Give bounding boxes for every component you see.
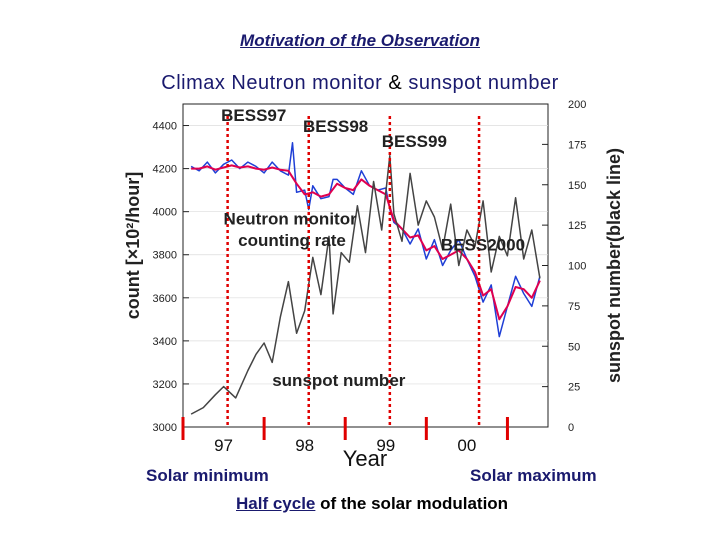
- left-tick-label: 3600: [153, 293, 177, 305]
- year-label: 99: [376, 436, 395, 455]
- neutron-series-line: [190, 142, 541, 338]
- year-label: 00: [457, 436, 476, 455]
- page-heading: Motivation of the Observation: [240, 31, 480, 50]
- sunspot-series-line: [190, 154, 541, 415]
- flight-label: BESS99: [382, 132, 447, 151]
- left-tick-label: 4400: [153, 121, 177, 133]
- flight-label: BESS98: [303, 117, 368, 136]
- year-label: 98: [295, 436, 314, 455]
- x-axis-title: Year: [343, 446, 387, 471]
- right-tick-label: 175: [568, 139, 586, 151]
- right-tick-label: 125: [568, 220, 586, 232]
- flight-label: BESS97: [221, 106, 286, 125]
- left-tick-label: 4000: [153, 207, 177, 219]
- flight-label: BESS2000: [441, 235, 525, 254]
- half-cycle-rest: of the solar modulation: [315, 494, 509, 513]
- left-tick-label: 4200: [153, 164, 177, 176]
- right-tick-label: 150: [568, 180, 586, 192]
- solar-maximum-label: Solar maximum: [470, 466, 597, 485]
- right-axis-title: sunspot number(black line): [604, 148, 624, 383]
- plot-frame: [182, 103, 549, 428]
- right-tick-label: 200: [568, 99, 586, 111]
- subtitle-amp: &: [388, 72, 403, 94]
- left-tick-label: 3000: [153, 422, 177, 434]
- right-tick-label: 0: [568, 422, 574, 434]
- subtitle-part-sunspot: sunspot number: [408, 72, 559, 94]
- right-tick-label: 100: [568, 261, 586, 273]
- neutron-smoothed-line: [191, 164, 541, 321]
- chart-subtitle: Climax Neutron monitor & sunspot number: [0, 72, 720, 95]
- left-tick-label: 3400: [153, 336, 177, 348]
- half-cycle-caption: Half cycle of the solar modulation: [236, 494, 508, 514]
- chart-annotation: sunspot number: [272, 371, 406, 390]
- year-label: 97: [214, 436, 233, 455]
- subtitle-part-neutron: Climax Neutron monitor: [161, 72, 383, 94]
- left-tick-label: 3200: [153, 379, 177, 391]
- left-tick-label: 3800: [153, 250, 177, 262]
- chart-annotation: counting rate: [238, 231, 346, 250]
- right-tick-label: 75: [568, 301, 580, 313]
- left-axis-title: count [×10²/hour]: [123, 172, 143, 320]
- right-tick-label: 25: [568, 382, 580, 394]
- right-tick-label: 50: [568, 341, 580, 353]
- chart-annotation: Neutron monitor: [224, 210, 358, 229]
- solar-minimum-label: Solar minimum: [146, 466, 269, 485]
- half-cycle-link[interactable]: Half cycle: [236, 494, 316, 513]
